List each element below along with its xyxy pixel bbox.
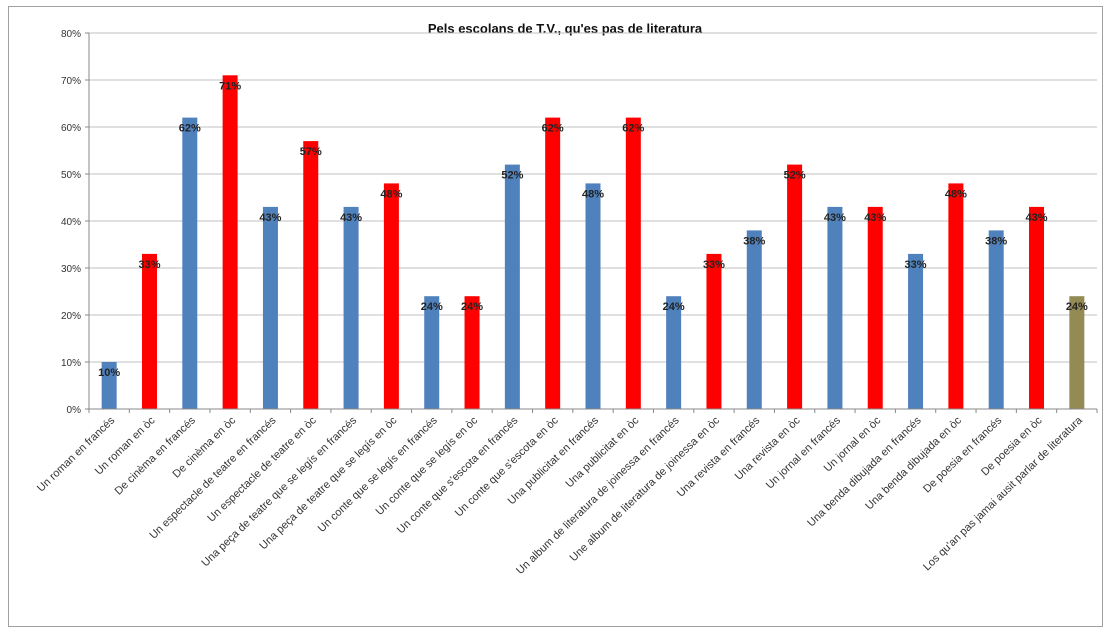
bar	[504, 164, 520, 409]
data-label: 33%	[905, 259, 927, 271]
bar	[222, 75, 238, 410]
data-label: 33%	[138, 259, 160, 271]
bar	[1029, 206, 1045, 409]
data-label: 24%	[663, 301, 685, 313]
y-tick-label: 30%	[61, 264, 81, 275]
axes	[85, 32, 1098, 413]
x-category-label: Un jornal en francés	[764, 414, 844, 491]
data-label: 62%	[179, 123, 201, 135]
data-label: 52%	[784, 170, 806, 182]
y-tick-label: 70%	[61, 76, 81, 87]
x-category-label: De cinèma en francés	[113, 414, 199, 497]
data-labels: 10% 33% 62% 71% 43% 57% 43% 48% 24% 24% 52% 62% 48% 6…	[98, 80, 1088, 379]
bar	[1069, 296, 1085, 409]
y-tick-label: 60%	[61, 123, 81, 134]
chart-frame: Pels escolans de T.V., qu'es pas de lite…	[8, 6, 1103, 627]
data-label: 57%	[300, 146, 322, 158]
bar	[787, 164, 803, 409]
y-tick-label: 40%	[61, 217, 81, 228]
bar	[585, 183, 601, 409]
bar	[625, 117, 641, 409]
x-category-label: Una publicitat en òc	[564, 414, 642, 490]
bars	[101, 75, 1085, 410]
y-tick-label: 10%	[61, 358, 81, 369]
data-label: 10%	[98, 367, 120, 379]
y-tick-label: 20%	[61, 311, 81, 322]
bar	[464, 296, 480, 409]
bar	[867, 206, 883, 409]
y-tick-label: 50%	[61, 170, 81, 181]
bar	[666, 296, 682, 409]
data-label: 43%	[1026, 212, 1048, 224]
x-category-label: Une album de literatura de joinessa en ò…	[568, 414, 723, 564]
bar	[827, 206, 843, 409]
data-label: 52%	[501, 170, 523, 182]
bar	[424, 296, 440, 409]
data-label: 24%	[1066, 301, 1088, 313]
bar	[908, 253, 924, 409]
x-category-label: Un roman en francés	[35, 414, 118, 494]
bar	[383, 183, 399, 409]
bar	[343, 206, 359, 409]
y-tick-label: 80%	[61, 29, 81, 40]
data-label: 48%	[945, 188, 967, 200]
y-axis-ticks: 0% 10% 20% 30% 40% 50% 60% 70% 80%	[61, 29, 81, 416]
data-label: 62%	[542, 123, 564, 135]
y-tick-label: 0%	[67, 405, 82, 416]
bar	[182, 117, 198, 409]
bar	[706, 253, 722, 409]
x-category-label: De poesia en francés	[921, 414, 1004, 495]
bar	[141, 253, 157, 409]
bar-chart: Pels escolans de T.V., qu'es pas de lite…	[35, 21, 1098, 577]
bar	[303, 141, 319, 409]
data-label: 43%	[864, 212, 886, 224]
bar	[101, 362, 117, 409]
bar	[988, 230, 1004, 409]
data-label: 62%	[622, 123, 644, 135]
data-label: 48%	[380, 188, 402, 200]
data-label: 33%	[703, 259, 725, 271]
data-label: 48%	[582, 188, 604, 200]
data-label: 38%	[743, 235, 765, 247]
data-label: 43%	[259, 212, 281, 224]
data-label: 71%	[219, 80, 241, 92]
bar	[545, 117, 561, 409]
bar	[746, 230, 762, 409]
data-label: 24%	[461, 301, 483, 313]
chart-title: Pels escolans de T.V., qu'es pas de lite…	[428, 21, 703, 36]
data-label: 43%	[340, 212, 362, 224]
data-label: 43%	[824, 212, 846, 224]
data-label: 38%	[985, 235, 1007, 247]
x-category-label: Una peça de teatre que se legís en franc…	[200, 414, 360, 569]
data-label: 24%	[421, 301, 443, 313]
bar	[262, 206, 278, 409]
bar	[948, 183, 964, 409]
